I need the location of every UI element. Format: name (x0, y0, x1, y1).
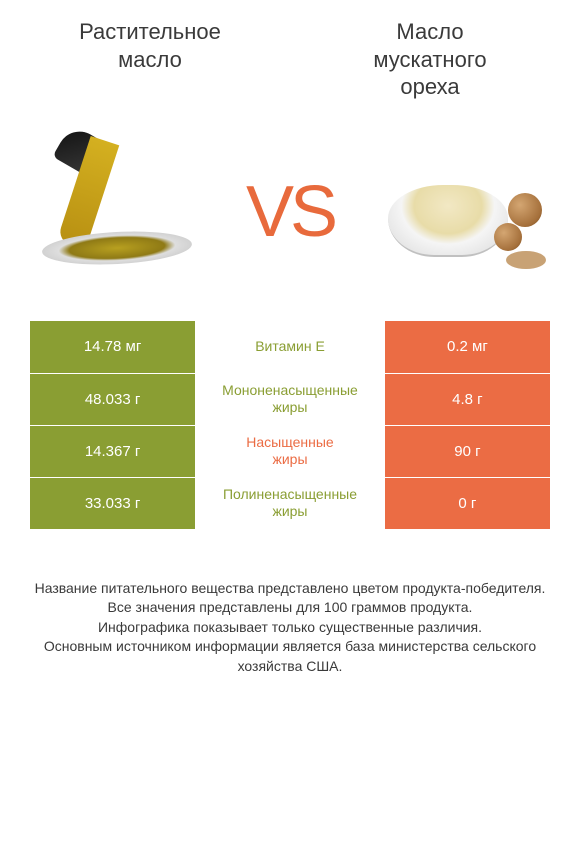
images-row: VS (0, 111, 580, 321)
bowl-icon (388, 185, 508, 257)
vs-label: VS (246, 171, 334, 253)
left-value-cell: 33.033 г (30, 478, 195, 529)
table-row: 14.78 мгВитамин E0.2 мг (30, 321, 550, 373)
right-value-cell: 4.8 г (385, 374, 550, 425)
powder-icon (506, 251, 546, 269)
nutmeg-butter-image (378, 127, 548, 297)
right-value-cell: 90 г (385, 426, 550, 477)
footnote-line: Инфографика показывает только существенн… (34, 618, 546, 638)
footnote-line: Основным источником информации является … (34, 637, 546, 676)
right-value-cell: 0 г (385, 478, 550, 529)
table-row: 14.367 гНасыщенныежиры90 г (30, 425, 550, 477)
title-line: масло (118, 47, 182, 72)
title-line: ореха (400, 74, 459, 99)
left-product-title: Растительное масло (24, 18, 276, 101)
nutrient-label-cell: Полиненасыщенныежиры (195, 478, 385, 529)
vegetable-oil-image (32, 127, 202, 297)
footnote-line: Все значения представлены для 100 граммо… (34, 598, 546, 618)
left-value-cell: 14.367 г (30, 426, 195, 477)
nutmeg-icon (508, 193, 542, 227)
title-line: мускатного (373, 47, 486, 72)
title-line: Масло (396, 19, 463, 44)
table-row: 33.033 гПолиненасыщенныежиры0 г (30, 477, 550, 529)
left-value-cell: 14.78 мг (30, 321, 195, 373)
nutrient-table: 14.78 мгВитамин E0.2 мг48.033 гМононенас… (30, 321, 550, 529)
left-value-cell: 48.033 г (30, 374, 195, 425)
table-row: 48.033 гМононенасыщенныежиры4.8 г (30, 373, 550, 425)
title-line: Растительное (79, 19, 221, 44)
nutrient-label-cell: Мононенасыщенныежиры (195, 374, 385, 425)
nutmeg-icon (494, 223, 522, 251)
footnote-line: Название питательного вещества представл… (34, 579, 546, 599)
nutrient-label-cell: Витамин E (195, 321, 385, 373)
header: Растительное масло Масло мускатного орех… (0, 0, 580, 111)
footnotes: Название питательного вещества представл… (0, 579, 580, 703)
right-value-cell: 0.2 мг (385, 321, 550, 373)
right-product-title: Масло мускатного ореха (304, 18, 556, 101)
nutrient-label-cell: Насыщенныежиры (195, 426, 385, 477)
